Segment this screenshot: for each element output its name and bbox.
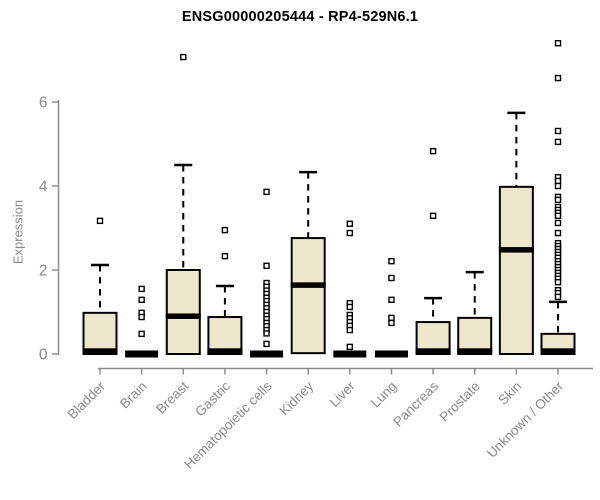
outlier-unknown-other [554,229,562,237]
outlier-lung [388,274,395,282]
outlier-unknown-other [554,212,562,220]
outlier-lung [388,296,395,304]
outlier-unknown-other [554,278,562,286]
outlier-unknown-other [554,177,562,185]
x-tick-label-liver: Liver [327,378,359,410]
outlier-unknown-other [554,74,562,82]
flat-box-lung [374,350,408,358]
outlier-hematopoietic-cells [263,330,270,337]
box-gastric [207,316,243,356]
x-tick-label-pancreas: Pancreas [390,378,441,429]
box-bladder [82,311,118,355]
y-tick-label-2: 2 [39,263,48,280]
box-prostate [457,316,493,356]
outlier-brain [138,313,145,321]
y-tick-label-4: 4 [39,179,48,196]
x-tick-label-lung: Lung [368,379,400,411]
x-tick-label-gastric: Gastric [192,378,233,419]
outlier-gastric [221,252,229,260]
outlier-brain [138,296,145,304]
median-skin [498,247,534,253]
median-bladder [82,348,118,354]
box-breast [165,269,201,355]
outlier-hematopoietic-cells [263,262,270,269]
outlier-lung [388,319,395,327]
y-tick-label-0: 0 [39,347,48,364]
outlier-liver [346,326,354,334]
outlier-unknown-other [554,182,562,190]
outlier-unknown-other [554,219,562,227]
y-tick-label-6: 6 [39,95,48,112]
outlier-breast [180,53,187,61]
flat-box-liver [333,350,367,358]
outlier-lung [388,257,395,265]
x-tick-label-bladder: Bladder [65,378,109,422]
median-unknown-other [540,348,576,354]
x-tick-label-brain: Brain [117,379,150,412]
outlier-hematopoietic-cells [263,188,270,196]
outlier-liver [346,343,354,351]
x-tick-label-prostate: Prostate [437,379,483,425]
outlier-lung [388,314,395,322]
outlier-liver [346,229,354,237]
median-gastric [207,348,243,354]
outlier-unknown-other [554,138,562,146]
outlier-gastric [221,226,229,234]
box-skin [498,185,534,355]
outlier-unknown-other [554,40,562,47]
median-kidney [290,282,326,288]
outlier-pancreas [429,212,437,220]
x-tick-label-breast: Breast [153,378,191,416]
outlier-unknown-other [554,196,562,204]
flat-box-hematopoietic-cells [250,350,284,358]
flat-box-brain [125,350,159,358]
outlier-hematopoietic-cells [263,340,270,348]
median-prostate [457,348,493,354]
median-breast [165,313,201,319]
outlier-unknown-other [554,293,562,301]
outlier-liver [346,220,354,228]
outlier-liver [346,303,354,311]
outlier-bladder [96,217,104,225]
outlier-unknown-other [554,127,562,135]
box-kidney [290,237,326,355]
median-pancreas [415,348,451,354]
outlier-brain [138,285,145,293]
outlier-brain [138,330,145,338]
outlier-pancreas [429,147,437,155]
chart-title: ENSG00000205444 - RP4-529N6.1 [181,9,419,25]
x-tick-label-kidney: Kidney [277,378,317,418]
x-tick-label-unknown-other: Unknown / Other [484,378,567,461]
x-tick-label-skin: Skin [495,379,524,408]
